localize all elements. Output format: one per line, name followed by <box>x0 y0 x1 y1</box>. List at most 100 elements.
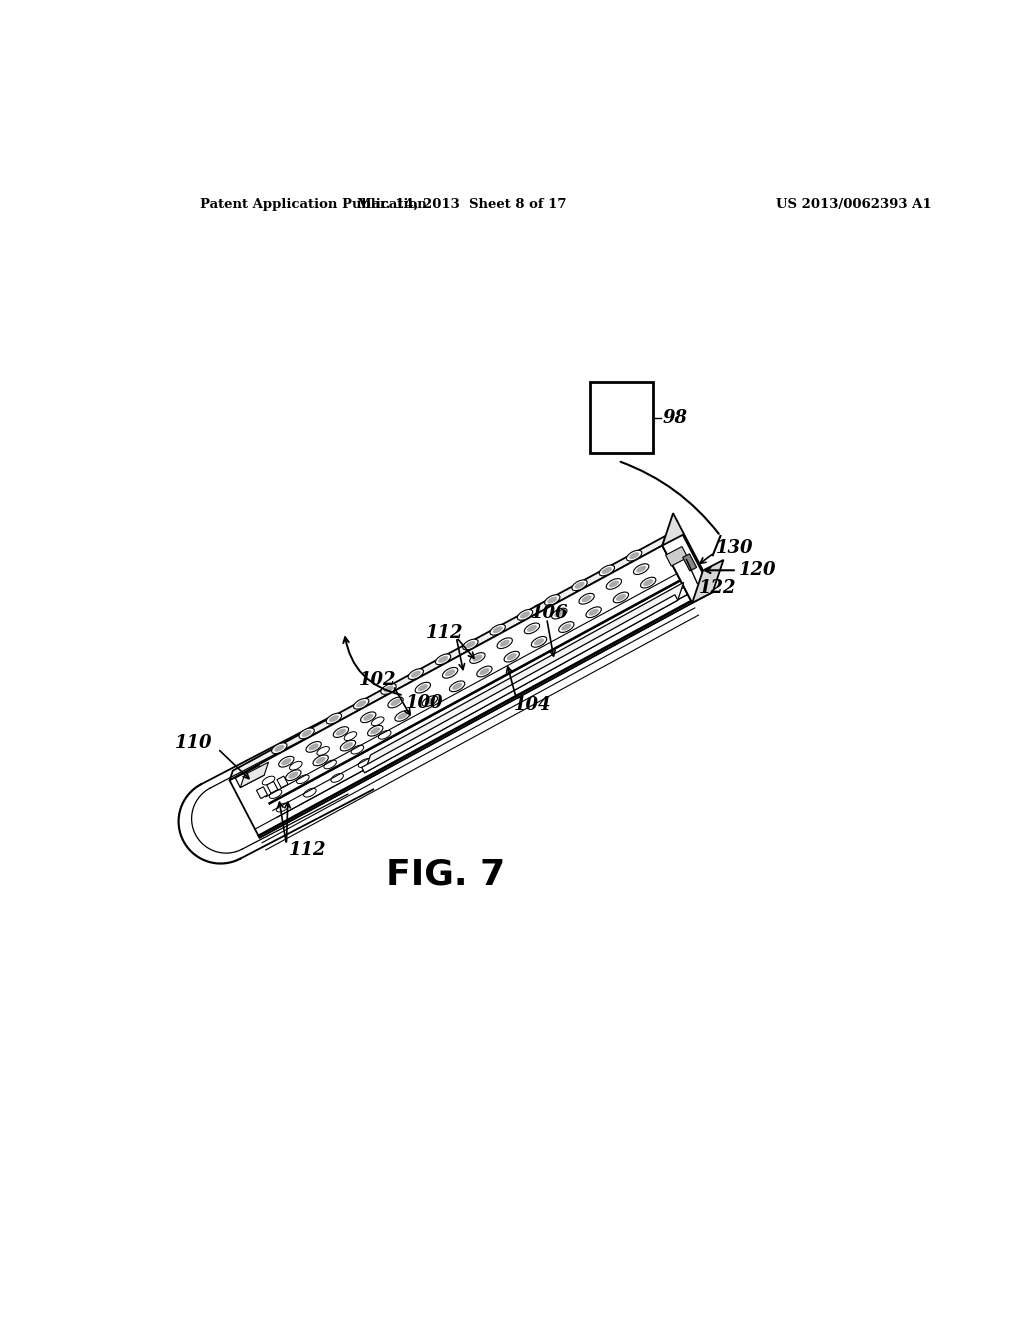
Polygon shape <box>643 579 653 586</box>
Polygon shape <box>435 653 451 665</box>
Polygon shape <box>351 746 364 754</box>
Polygon shape <box>397 713 408 719</box>
Polygon shape <box>477 667 493 677</box>
Polygon shape <box>329 715 339 722</box>
Polygon shape <box>379 730 391 739</box>
Polygon shape <box>315 756 326 764</box>
Polygon shape <box>266 781 278 793</box>
Polygon shape <box>327 713 342 723</box>
Polygon shape <box>269 789 282 799</box>
Polygon shape <box>609 581 618 587</box>
Polygon shape <box>507 653 517 660</box>
Polygon shape <box>381 684 396 694</box>
Polygon shape <box>274 744 285 751</box>
Polygon shape <box>479 668 489 675</box>
Polygon shape <box>385 744 398 752</box>
Polygon shape <box>395 710 411 721</box>
Polygon shape <box>316 747 330 755</box>
Text: FIG. 7: FIG. 7 <box>386 858 506 892</box>
Polygon shape <box>241 762 268 788</box>
Polygon shape <box>493 626 503 634</box>
Polygon shape <box>383 685 393 693</box>
Bar <box>590 381 653 453</box>
Text: 130: 130 <box>716 540 753 557</box>
Polygon shape <box>259 570 702 838</box>
Text: 120: 120 <box>738 561 776 579</box>
Polygon shape <box>692 560 724 603</box>
Polygon shape <box>229 536 666 780</box>
Text: 112: 112 <box>289 841 327 859</box>
Polygon shape <box>497 638 512 648</box>
Text: 112: 112 <box>425 624 463 643</box>
Polygon shape <box>634 564 649 574</box>
Polygon shape <box>279 756 294 767</box>
Polygon shape <box>489 624 506 635</box>
Polygon shape <box>340 741 355 751</box>
Polygon shape <box>438 656 449 663</box>
Polygon shape <box>308 743 318 750</box>
Text: 106: 106 <box>531 605 568 622</box>
Polygon shape <box>627 550 642 561</box>
Polygon shape <box>361 595 678 772</box>
Polygon shape <box>640 577 655 587</box>
Polygon shape <box>599 565 614 576</box>
Polygon shape <box>390 698 400 706</box>
Polygon shape <box>470 652 485 664</box>
Polygon shape <box>331 774 343 783</box>
Polygon shape <box>629 552 639 560</box>
Polygon shape <box>574 582 585 589</box>
Polygon shape <box>520 611 530 618</box>
Polygon shape <box>445 669 455 676</box>
Polygon shape <box>452 682 462 690</box>
Polygon shape <box>297 775 309 784</box>
Polygon shape <box>465 642 475 648</box>
Text: US 2013/0062393 A1: US 2013/0062393 A1 <box>776 198 932 211</box>
Text: Patent Application Publication: Patent Application Publication <box>200 198 427 211</box>
Polygon shape <box>582 595 592 602</box>
Polygon shape <box>589 609 599 615</box>
Polygon shape <box>606 578 622 589</box>
Text: 104: 104 <box>514 696 552 714</box>
Polygon shape <box>552 609 567 619</box>
Polygon shape <box>472 655 482 661</box>
Polygon shape <box>364 714 373 721</box>
Polygon shape <box>256 787 267 799</box>
Polygon shape <box>313 755 329 766</box>
Polygon shape <box>613 591 629 603</box>
Polygon shape <box>636 565 646 573</box>
Polygon shape <box>271 743 287 754</box>
Polygon shape <box>282 758 291 766</box>
Polygon shape <box>371 727 380 734</box>
Polygon shape <box>586 607 601 618</box>
Text: 122: 122 <box>698 579 736 597</box>
Polygon shape <box>602 568 612 574</box>
Polygon shape <box>527 624 537 632</box>
Polygon shape <box>663 535 713 603</box>
Polygon shape <box>442 668 458 678</box>
Polygon shape <box>302 730 311 737</box>
Polygon shape <box>299 729 314 739</box>
Polygon shape <box>571 579 587 590</box>
Polygon shape <box>408 669 424 680</box>
Polygon shape <box>303 788 316 797</box>
Polygon shape <box>368 725 383 737</box>
Polygon shape <box>229 545 692 838</box>
Polygon shape <box>615 594 626 601</box>
Polygon shape <box>353 698 369 709</box>
Polygon shape <box>524 623 540 634</box>
Text: 110: 110 <box>175 734 213 752</box>
Polygon shape <box>343 742 353 748</box>
Polygon shape <box>418 684 428 692</box>
Polygon shape <box>290 762 302 770</box>
Polygon shape <box>333 727 348 738</box>
Polygon shape <box>500 640 510 647</box>
Polygon shape <box>504 651 519 663</box>
Polygon shape <box>663 513 702 603</box>
Polygon shape <box>411 671 421 677</box>
Polygon shape <box>276 776 288 788</box>
Polygon shape <box>336 729 346 735</box>
Polygon shape <box>422 696 437 706</box>
Polygon shape <box>262 776 274 785</box>
Polygon shape <box>450 681 465 692</box>
Polygon shape <box>545 595 560 606</box>
